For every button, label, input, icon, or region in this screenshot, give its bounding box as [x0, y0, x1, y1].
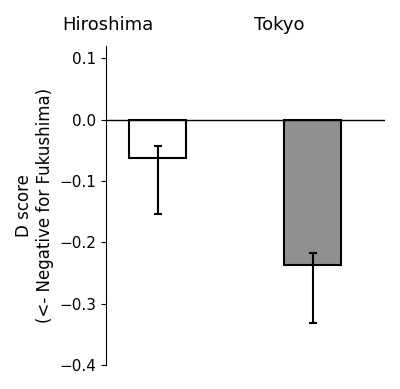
Bar: [129, 120, 186, 158]
Y-axis label: D score
(<- Negative for Fukushima): D score (<- Negative for Fukushima): [15, 88, 54, 323]
Text: Tokyo: Tokyo: [254, 16, 305, 33]
Bar: [284, 120, 341, 265]
Text: Hiroshima: Hiroshima: [62, 16, 153, 33]
